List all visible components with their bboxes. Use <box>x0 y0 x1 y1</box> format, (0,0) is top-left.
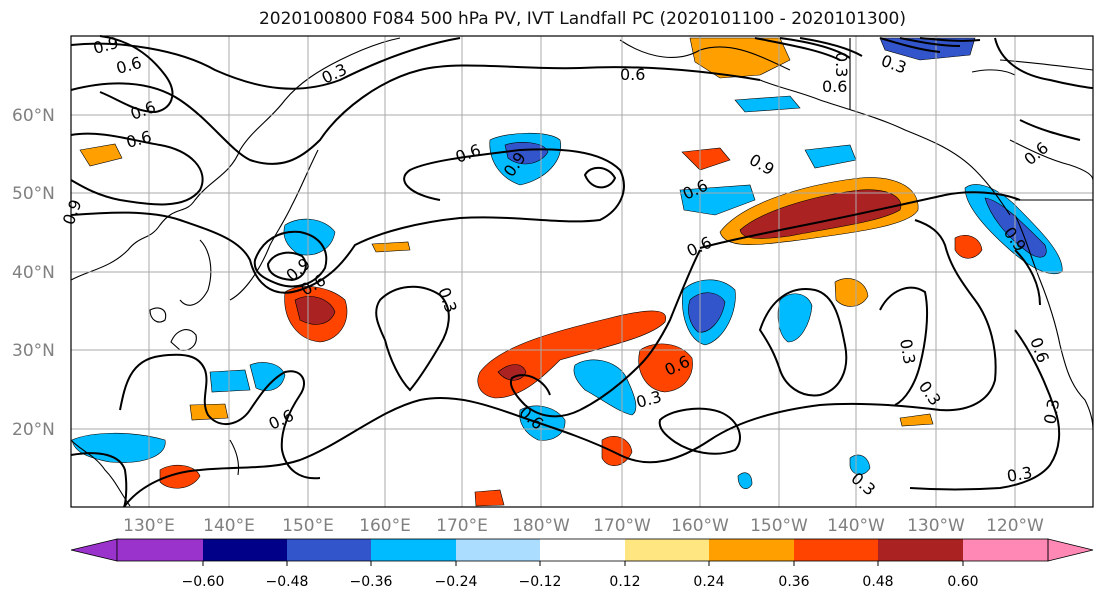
contour-label: 0.3 <box>896 337 919 365</box>
lat-label: 50°N <box>12 184 55 204</box>
contour-label: 0.6 <box>620 65 645 84</box>
colorbar-extend-high <box>1047 538 1094 562</box>
lon-label: 160°W <box>671 516 729 536</box>
lon-label: 150°W <box>750 516 808 536</box>
shading-negative <box>573 359 637 416</box>
map-frame <box>70 35 1094 508</box>
colorbar-bin <box>794 539 878 561</box>
shading-positive <box>899 413 934 427</box>
shading-positive <box>189 403 229 421</box>
shading-positive <box>79 143 123 167</box>
shading-negative <box>984 197 1047 258</box>
lon-label: 140°W <box>827 516 885 536</box>
shading-positive <box>739 189 902 239</box>
lat-label: 30°N <box>12 341 55 361</box>
gridlines <box>71 36 1093 507</box>
contour-label: 0.3 <box>1040 397 1063 425</box>
shading-negative <box>879 37 976 61</box>
colorbar-frame <box>116 538 1049 562</box>
colorbar: −0.60 −0.48 −0.36 −0.24 −0.12 0.12 0.24 … <box>70 538 1094 590</box>
contour-label: 0.3 <box>1005 463 1033 486</box>
lon-label: 140°E <box>203 516 255 536</box>
lat-label: 40°N <box>12 263 55 283</box>
longitude-labels: 130°E 140°E 150°E 160°E 170°E 180°W 170°… <box>123 516 1044 536</box>
contour-label: 0.6 <box>822 77 847 96</box>
shading-layer <box>71 37 1063 507</box>
colorbar-tick-label: −0.36 <box>350 574 393 590</box>
colorbar-extend-low <box>70 538 118 562</box>
colorbar-tick-label: 0.60 <box>947 574 978 590</box>
colorbar-bin <box>878 539 963 561</box>
shading-positive <box>477 310 667 399</box>
colorbar-bin <box>625 539 709 561</box>
lon-label: 170°E <box>436 516 488 536</box>
colorbar-tick-label: 0.24 <box>693 574 724 590</box>
lon-label: 160°E <box>359 516 411 536</box>
latitude-labels: 60°N 50°N 40°N 30°N 20°N <box>12 106 55 440</box>
colorbar-tick-label: −0.24 <box>435 574 478 590</box>
shading-negative <box>71 432 166 463</box>
colorbar-bin <box>117 539 203 561</box>
colorbar-bin <box>287 539 371 561</box>
shading-positive <box>954 235 983 259</box>
shading-positive <box>371 241 411 253</box>
shading-negative <box>737 472 753 489</box>
lon-label: 150°E <box>282 516 334 536</box>
colorbar-bin <box>540 539 625 561</box>
shading-positive <box>681 147 731 171</box>
lon-label: 130°W <box>907 516 965 536</box>
colorbar-tick-label: 0.36 <box>778 574 809 590</box>
shading-negative <box>734 95 801 113</box>
map-title: 2020100800 F084 500 hPa PV, IVT Landfall… <box>258 9 906 29</box>
lon-label: 120°W <box>986 516 1044 536</box>
shading-positive <box>638 343 693 393</box>
contour-label: 0.3 <box>832 52 851 77</box>
shading-positive <box>834 278 869 307</box>
colorbar-tick-label: 0.12 <box>609 574 640 590</box>
lon-label: 130°E <box>123 516 175 536</box>
shading-negative <box>688 292 726 333</box>
colorbar-tick-label: 0.48 <box>862 574 893 590</box>
colorbar-bin <box>709 539 794 561</box>
lat-label: 60°N <box>12 106 55 126</box>
shading-positive <box>601 436 633 466</box>
colorbar-bin <box>963 539 1048 561</box>
lon-label: 180°W <box>512 516 570 536</box>
shading-negative <box>849 454 871 475</box>
colorbar-tick-label: −0.60 <box>182 574 225 590</box>
pv-contours <box>70 35 1094 508</box>
shading-negative <box>209 369 251 393</box>
colorbar-bin <box>371 539 456 561</box>
lat-label: 20°N <box>12 420 55 440</box>
colorbar-tick-label: −0.48 <box>266 574 309 590</box>
colorbar-bin <box>203 539 287 561</box>
colorbar-bin <box>456 539 540 561</box>
shading-positive <box>474 489 505 507</box>
shading-negative <box>504 142 549 165</box>
lon-label: 170°W <box>593 516 651 536</box>
colorbar-tick-label: −0.12 <box>519 574 562 590</box>
